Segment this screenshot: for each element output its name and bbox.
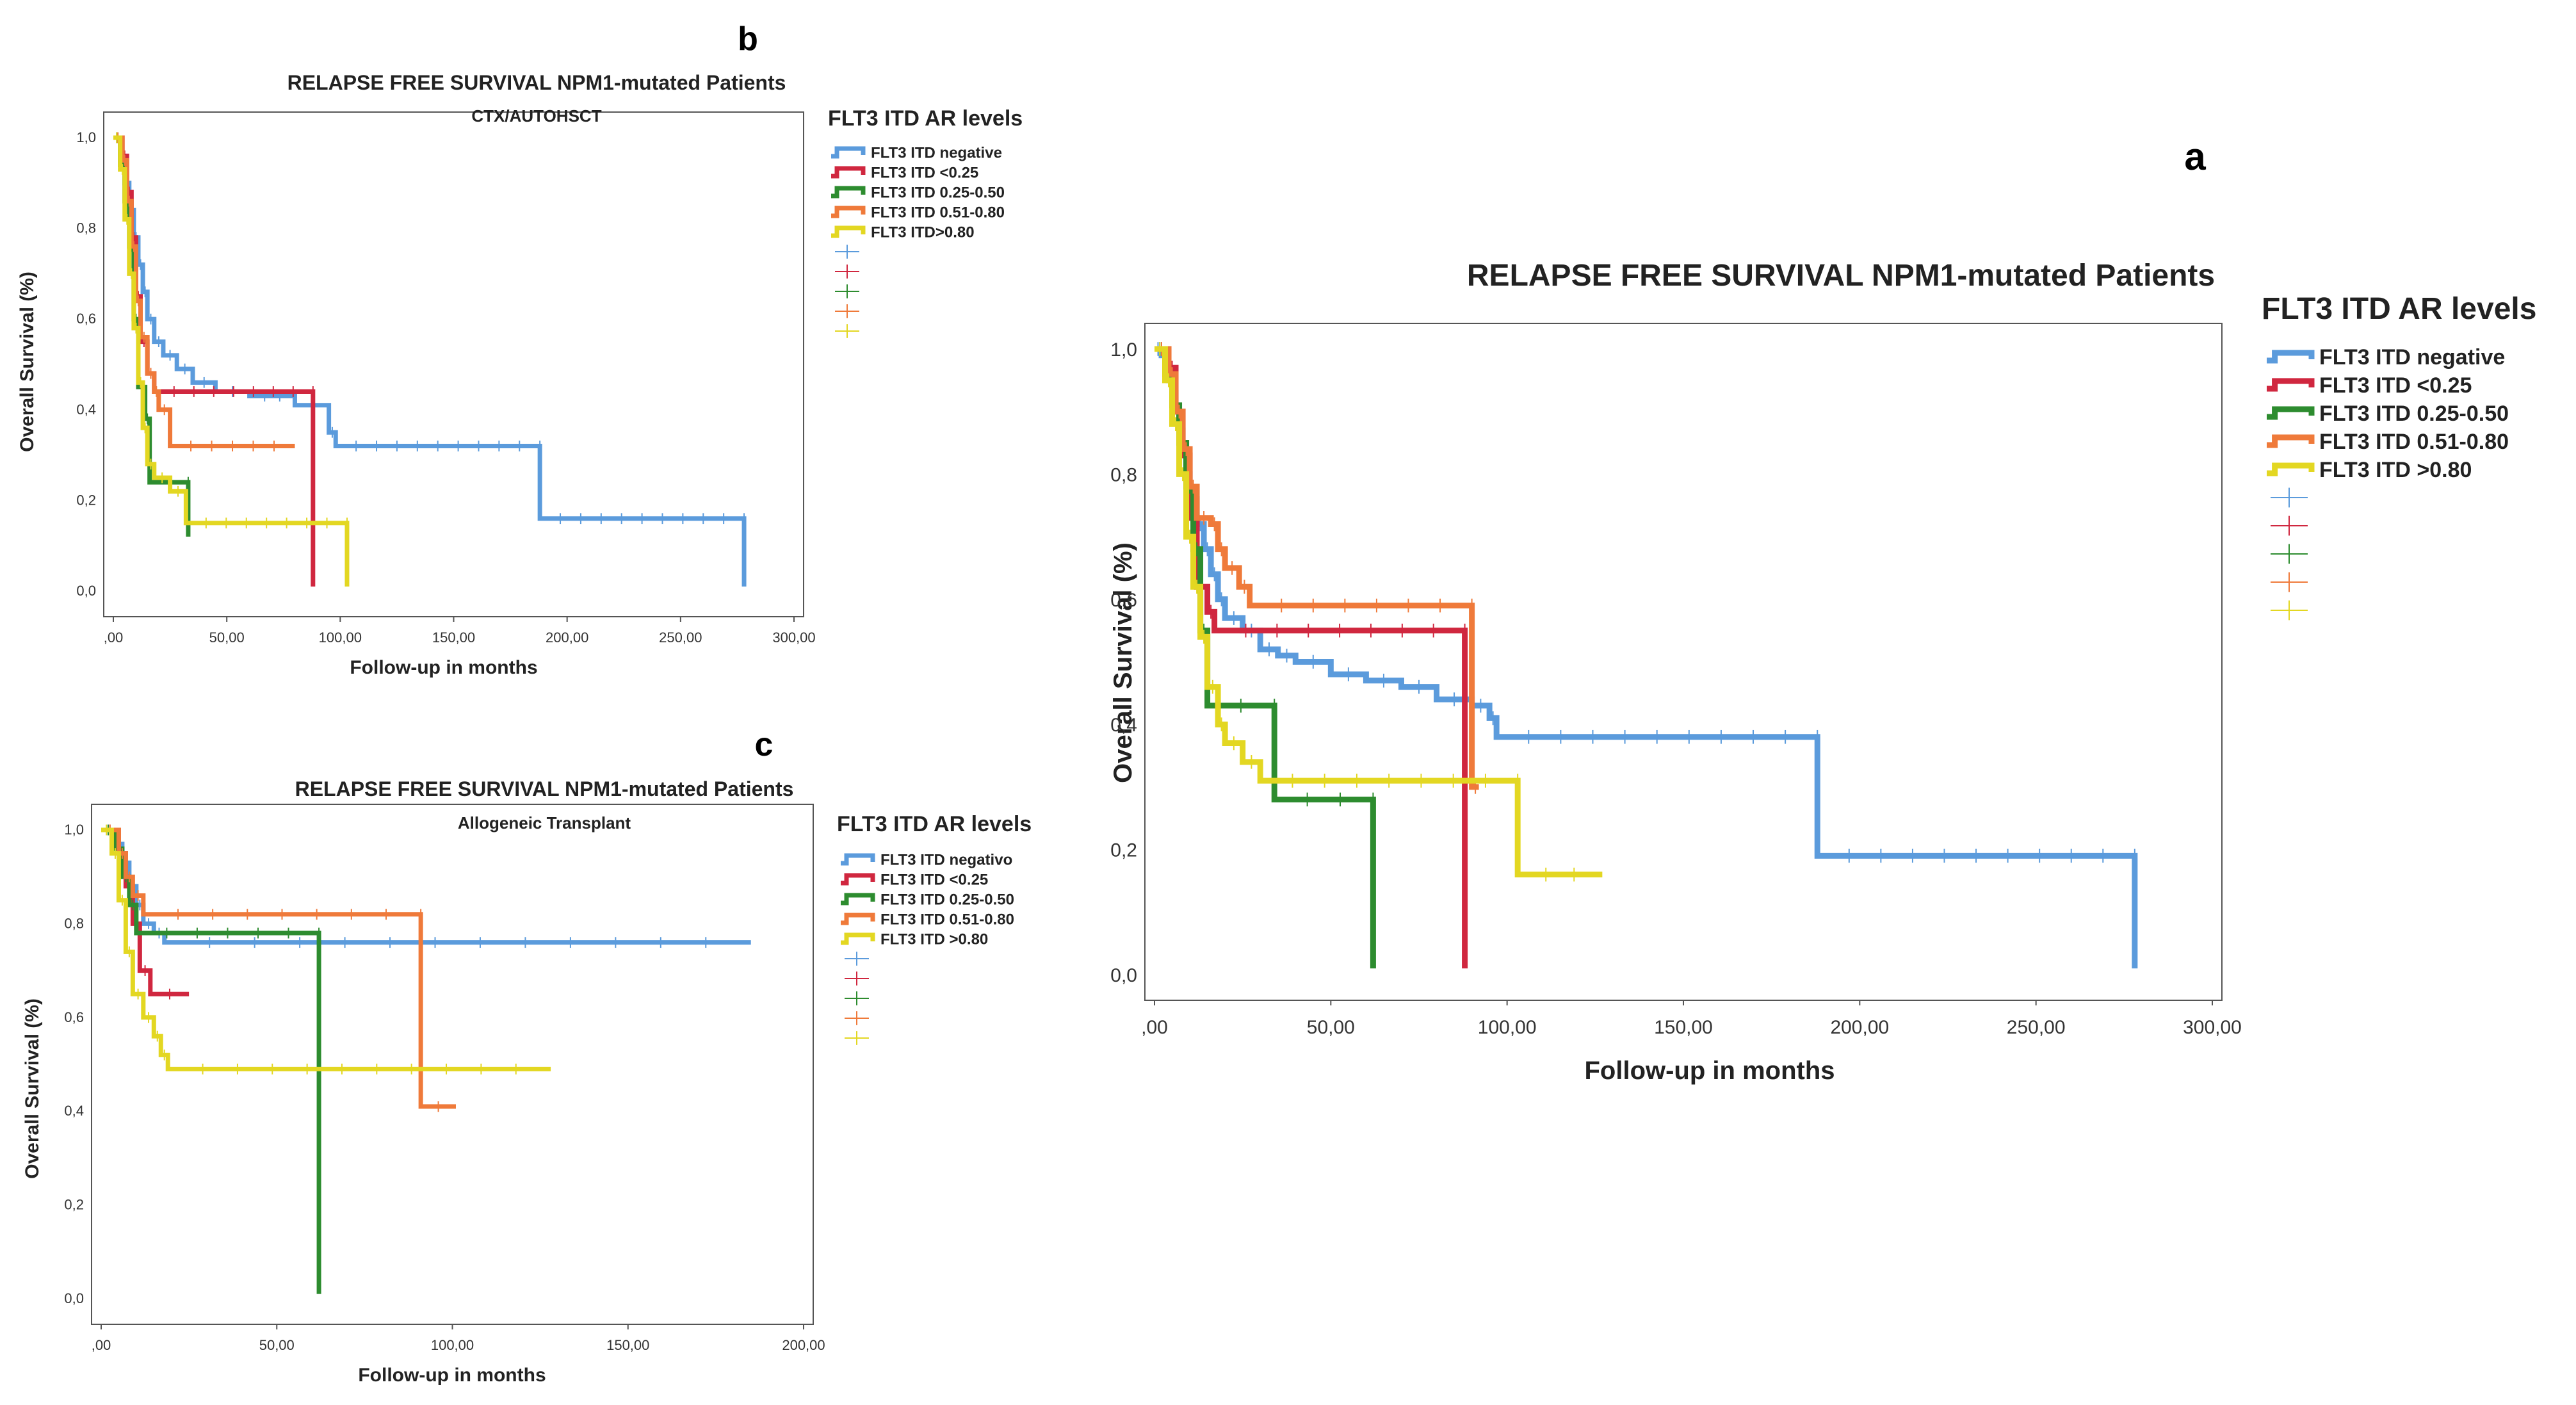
x-tick-label: 50,00 xyxy=(1307,1017,1355,1038)
legend-entry-1: FLT3 ITD <0.25 xyxy=(880,871,988,888)
x-tick-label: ,00 xyxy=(104,629,124,646)
x-tick-label: 150,00 xyxy=(432,629,475,646)
plot-frame xyxy=(91,804,814,1325)
x-tick-label: ,00 xyxy=(1141,1017,1168,1038)
legend-entry-2: FLT3 ITD 0.25-0.50 xyxy=(871,184,1005,201)
y-tick-label: 0,6 xyxy=(64,1009,84,1025)
legend-entry-0: FLT3 ITD negativo xyxy=(880,851,1012,868)
x-tick-label: 200,00 xyxy=(1830,1017,1889,1038)
series-line-3 xyxy=(113,135,295,448)
y-tick-label: 0,2 xyxy=(76,492,96,508)
x-tick-label: 200,00 xyxy=(782,1337,825,1353)
x-tick-label: 250,00 xyxy=(2007,1017,2066,1038)
legend-swatch-0 xyxy=(831,146,866,159)
x-tick-label: 150,00 xyxy=(606,1337,649,1353)
series-line-3 xyxy=(101,827,456,1109)
legend-entry-0: FLT3 ITD negative xyxy=(2319,345,2505,370)
chart-subtitle: CTX/AUTOHSCT xyxy=(471,106,601,126)
legend-swatch-0 xyxy=(2267,350,2315,364)
chart-title: RELAPSE FREE SURVIVAL NPM1-mutated Patie… xyxy=(1467,259,2215,293)
legend-entry-1: FLT3 ITD <0.25 xyxy=(2319,373,2472,398)
legend-swatch-4 xyxy=(2267,462,2315,476)
legend-entry-3: FLT3 ITD 0.51-0.80 xyxy=(871,204,1005,221)
y-tick-label: 1,0 xyxy=(1110,339,1137,361)
x-axis-label: Follow-up in months xyxy=(350,657,537,678)
y-tick-label: 1,0 xyxy=(64,822,84,838)
y-tick-label: 0,8 xyxy=(1110,464,1137,485)
legend-swatch-2 xyxy=(831,186,866,199)
x-tick-label: 100,00 xyxy=(319,629,362,646)
legend-entry-3: FLT3 ITD 0.51-0.80 xyxy=(880,911,1014,928)
x-tick-label: 300,00 xyxy=(772,629,815,646)
panel-b: b RELAPSE FREE SURVIVAL NPM1-mutated Pati… xyxy=(17,20,1023,678)
x-tick-label: 150,00 xyxy=(1654,1017,1713,1038)
chart-title: RELAPSE FREE SURVIVAL NPM1-mutated Patie… xyxy=(295,777,794,800)
legend-entry-3: FLT3 ITD 0.51-0.80 xyxy=(2319,430,2509,454)
y-tick-label: 0,2 xyxy=(1110,840,1137,861)
legend-entry-4: FLT3 ITD>0.80 xyxy=(871,223,975,241)
panel-label: b xyxy=(738,20,758,58)
y-axis-label: Overall Survival (%) xyxy=(22,998,43,1179)
y-tick-label: 0,6 xyxy=(76,311,96,327)
y-tick-label: 0,0 xyxy=(1110,965,1137,986)
y-tick-label: 0,4 xyxy=(76,402,96,418)
y-tick-label: 0,0 xyxy=(64,1290,84,1306)
y-tick-label: 0,4 xyxy=(1110,715,1137,736)
x-tick-label: 100,00 xyxy=(431,1337,474,1353)
legend-entry-2: FLT3 ITD 0.25-0.50 xyxy=(880,891,1014,908)
y-axis-label: Overall Survival (%) xyxy=(1109,542,1137,783)
legend-swatch-4 xyxy=(831,225,866,238)
legend-title: FLT3 ITD AR levels xyxy=(2262,292,2536,326)
series-line-4 xyxy=(113,135,350,587)
panel-a: a RELAPSE FREE SURVIVAL NPM1-mutated Pati… xyxy=(1109,135,2536,1085)
y-tick-label: 0,4 xyxy=(64,1103,84,1119)
legend-entry-0: FLT3 ITD negative xyxy=(871,144,1002,161)
legend-swatch-3 xyxy=(841,913,875,925)
panel-label: a xyxy=(2184,135,2206,178)
x-tick-label: 50,00 xyxy=(259,1337,295,1353)
legend-swatch-1 xyxy=(831,166,866,179)
x-tick-label: 250,00 xyxy=(659,629,702,646)
legend-title: FLT3 ITD AR levels xyxy=(828,106,1023,131)
series-line-1 xyxy=(1154,346,1468,969)
legend-swatch-4 xyxy=(841,932,875,945)
y-tick-label: 0,8 xyxy=(76,220,96,236)
legend-entry-4: FLT3 ITD >0.80 xyxy=(2319,458,2472,482)
legend-swatch-3 xyxy=(2267,434,2315,448)
legend-swatch-1 xyxy=(2267,378,2315,392)
panel-c: c RELAPSE FREE SURVIVAL NPM1-mutated Pati… xyxy=(22,726,1032,1386)
x-axis-label: Follow-up in months xyxy=(1584,1057,1835,1085)
x-axis-label: Follow-up in months xyxy=(358,1365,546,1386)
legend-swatch-1 xyxy=(841,873,875,886)
legend-swatch-2 xyxy=(2267,406,2315,420)
panel-label: c xyxy=(755,726,774,763)
series-line-3 xyxy=(1154,346,1479,790)
y-tick-label: 0,0 xyxy=(76,583,96,599)
legend-swatch-2 xyxy=(841,893,875,906)
x-tick-label: 50,00 xyxy=(209,629,245,646)
legend-entry-1: FLT3 ITD <0.25 xyxy=(871,164,978,181)
y-tick-label: 0,2 xyxy=(64,1197,84,1213)
legend-title: FLT3 ITD AR levels xyxy=(837,812,1032,836)
chart-title: RELAPSE FREE SURVIVAL NPM1-mutated Patie… xyxy=(288,71,786,94)
x-tick-label: 100,00 xyxy=(1478,1017,1537,1038)
plot-frame xyxy=(103,111,804,617)
legend-swatch-0 xyxy=(841,853,875,866)
x-tick-label: 300,00 xyxy=(2183,1017,2242,1038)
y-tick-label: 0,8 xyxy=(64,915,84,931)
y-tick-label: 1,0 xyxy=(76,129,96,145)
x-tick-label: 200,00 xyxy=(546,629,588,646)
x-tick-label: ,00 xyxy=(92,1337,111,1353)
chart-subtitle: Allogeneic Transplant xyxy=(458,813,631,832)
legend-swatch-3 xyxy=(831,206,866,218)
y-axis-label: Overall Survival (%) xyxy=(17,272,38,452)
legend-entry-2: FLT3 ITD 0.25-0.50 xyxy=(2319,402,2509,426)
y-tick-label: 0,6 xyxy=(1110,590,1137,611)
legend-entry-4: FLT3 ITD >0.80 xyxy=(880,930,988,948)
